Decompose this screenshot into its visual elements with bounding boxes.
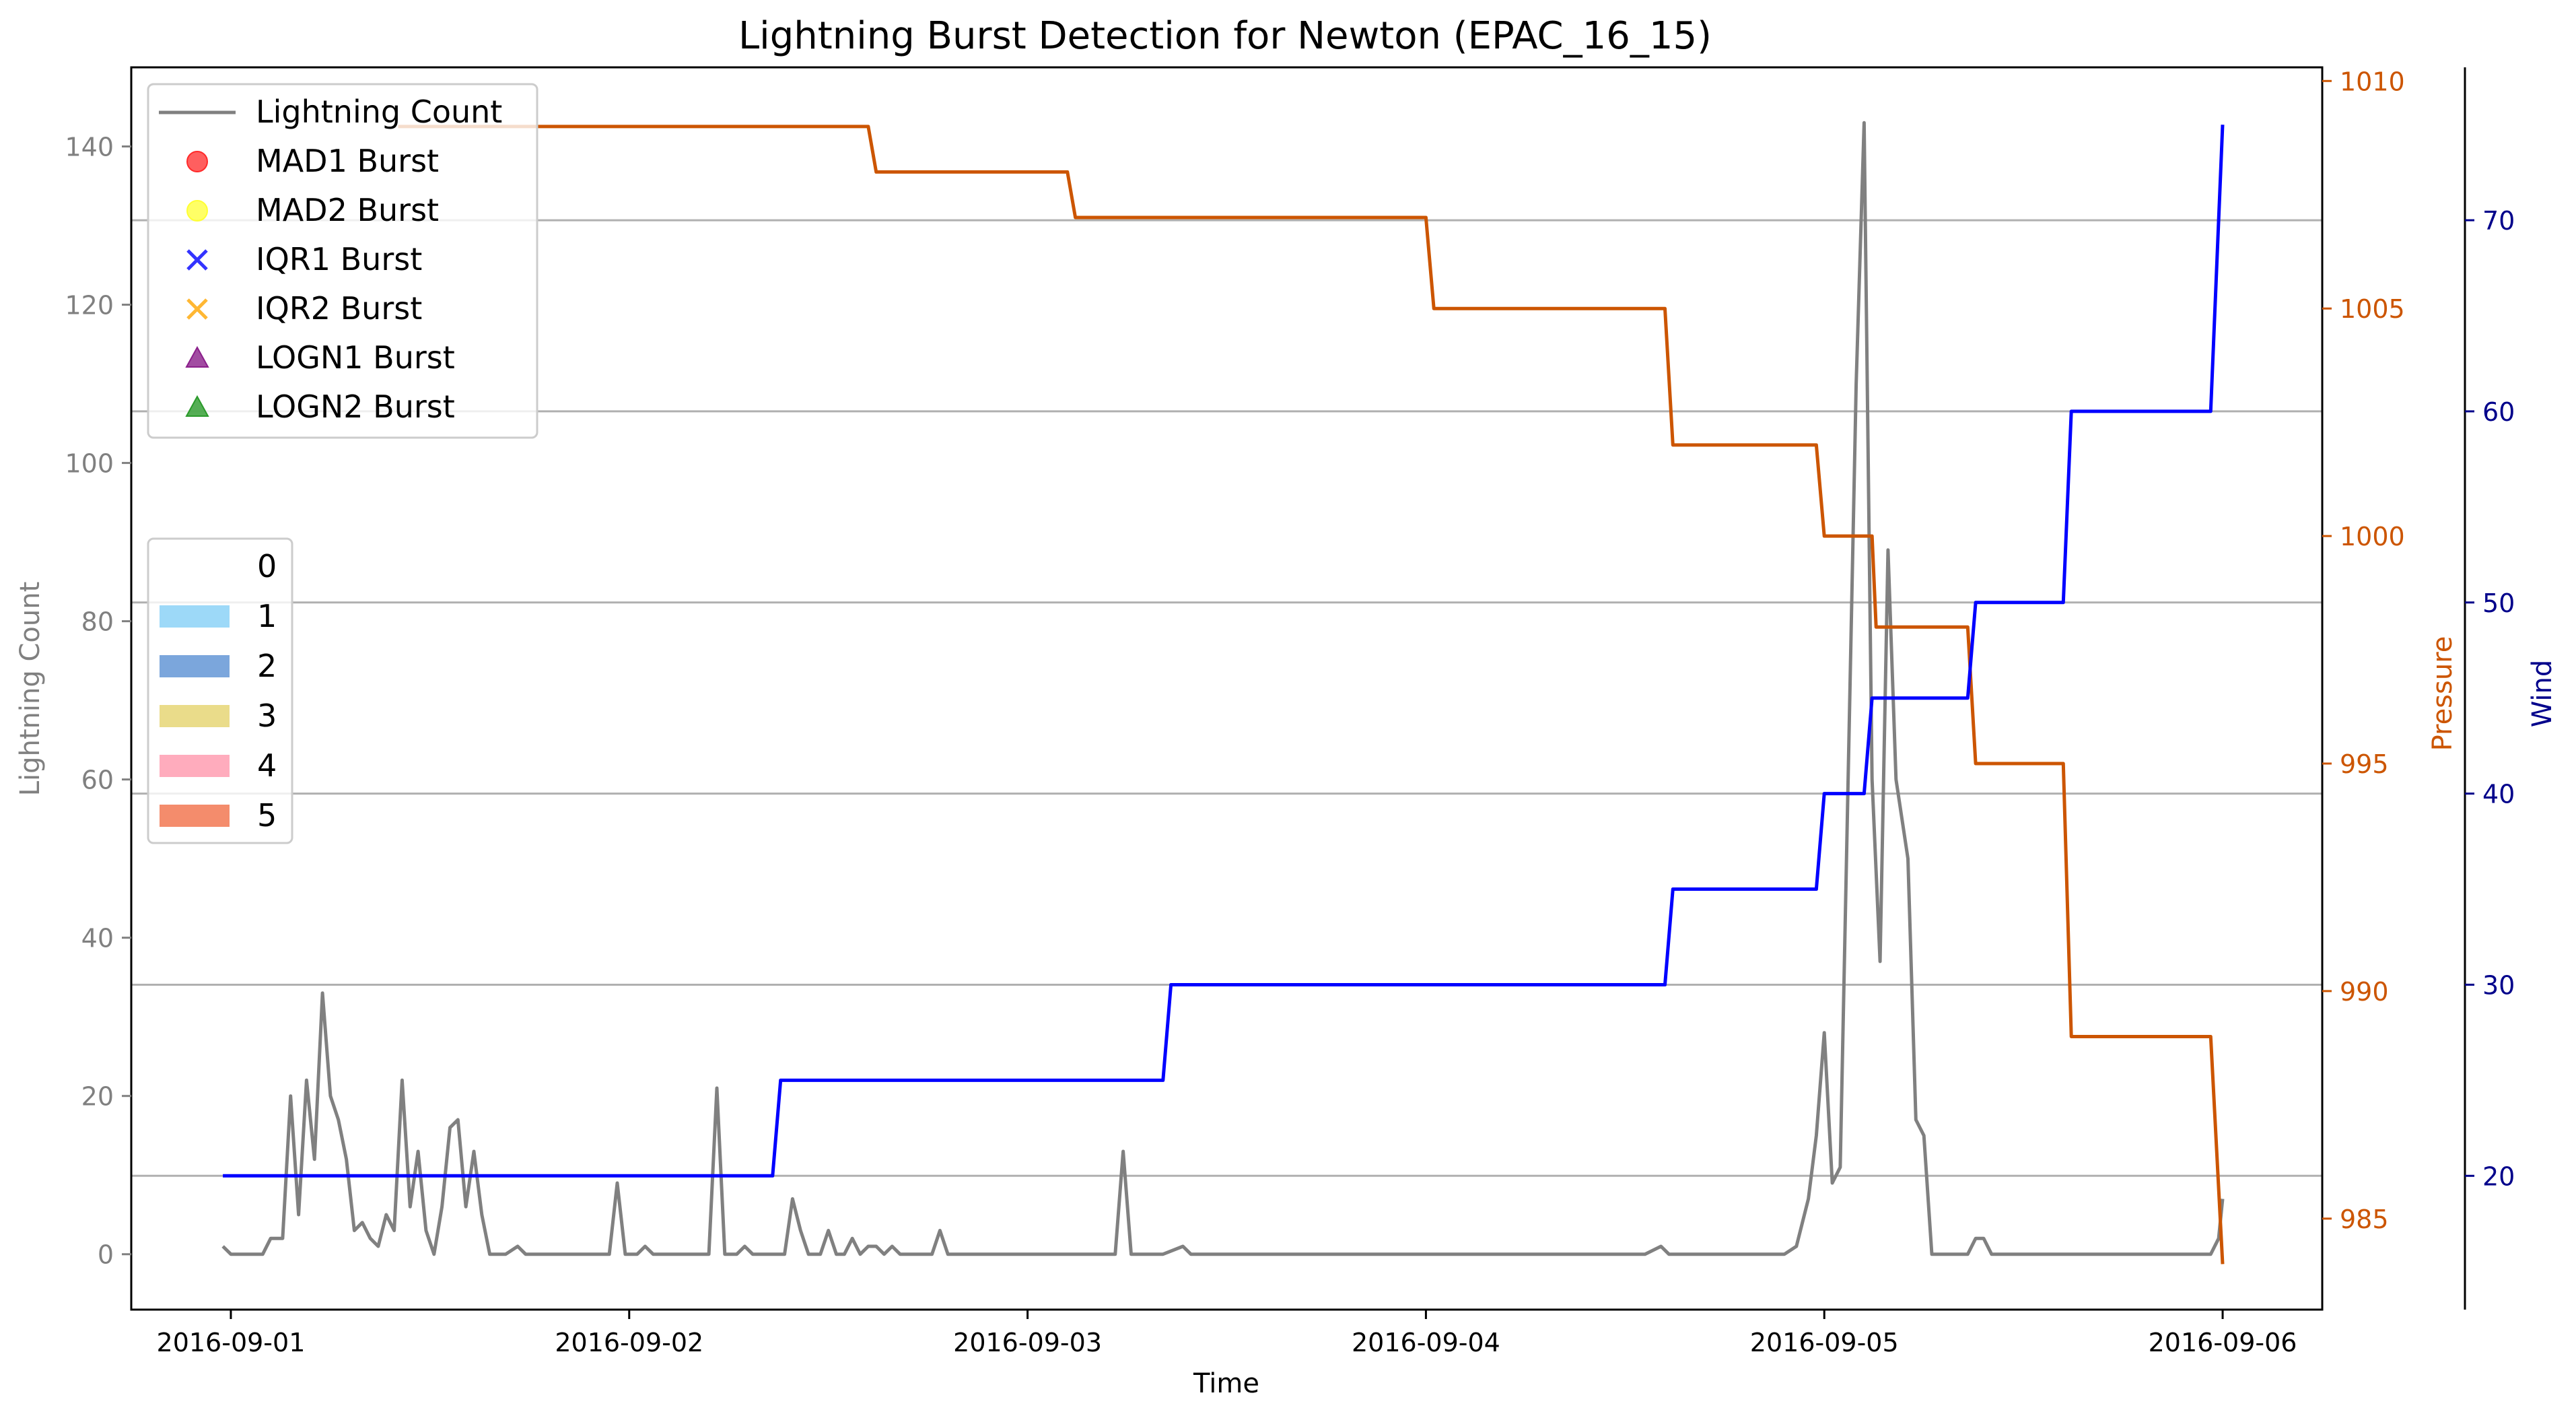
- y-left-tick-label: 120: [65, 291, 114, 321]
- y-pressure-tick-label: 985: [2340, 1205, 2389, 1234]
- y-left-tick-label: 20: [81, 1082, 114, 1112]
- x-axis: 2016-09-01 2016-09-02 2016-09-03 2016-09-04…: [157, 1310, 2297, 1357]
- legend-category-swatch: [160, 555, 230, 578]
- x-tick-label: 2016-09-01: [157, 1328, 306, 1357]
- legend-category-swatch: [160, 805, 230, 827]
- y-left-tick-label: 100: [65, 449, 114, 479]
- legend-burst-markers: Lightning Count MAD1 Burst MAD2 Burst IQR1 …: [147, 83, 538, 439]
- legend-label: 1: [257, 598, 277, 634]
- y-wind-tick-label: 60: [2482, 397, 2515, 427]
- y-left-tick-label: 40: [81, 924, 114, 953]
- series-line-pressure: [398, 125, 2225, 1265]
- y-pressure-tick-label: 990: [2340, 977, 2389, 1007]
- y-left-tick-label: 80: [81, 607, 114, 637]
- legend-category-swatch: [160, 605, 230, 628]
- x-tick-label: 2016-09-04: [1352, 1328, 1500, 1357]
- legend-triangle-marker: [185, 395, 209, 417]
- legend-x-marker: [186, 249, 208, 271]
- y-pressure-tick-label: 995: [2340, 749, 2389, 779]
- legend-x-marker: [186, 298, 208, 320]
- y-pressure-tick-label: 1010: [2340, 67, 2405, 96]
- legend-circle-marker: [186, 151, 208, 172]
- legend-label: MAD2 Burst: [256, 192, 439, 228]
- legend-categories: 0 1 2 3 4 5: [147, 537, 293, 844]
- legend-label: 3: [257, 698, 277, 734]
- legend-label: 2: [257, 648, 277, 684]
- y-axis-label-wind: Wind: [2527, 660, 2558, 728]
- y-left-tick-label: 60: [81, 766, 114, 795]
- series-line-wind: [223, 125, 2225, 1178]
- legend-label: 5: [257, 797, 277, 834]
- legend-label: MAD1 Burst: [256, 143, 439, 179]
- x-tick-label: 2016-09-03: [953, 1328, 1102, 1357]
- series-line-lightning-count: [221, 121, 2225, 1256]
- legend-label: LOGN1 Burst: [256, 339, 455, 376]
- legend-triangle-marker: [185, 345, 209, 368]
- y-left-tick-label: 140: [65, 133, 114, 162]
- legend-label: IQR1 Burst: [256, 241, 422, 277]
- series-layer: [221, 121, 2225, 1265]
- y-axis-lightning: 0 20 40 60 80 100 120 140: [65, 133, 131, 1270]
- legend-label: 0: [257, 548, 277, 584]
- legend-label: 4: [257, 747, 277, 784]
- y-wind-tick-label: 30: [2482, 970, 2515, 1000]
- y-wind-tick-label: 70: [2482, 206, 2515, 236]
- y-pressure-tick-label: 1005: [2340, 294, 2405, 324]
- plot-frame: [130, 66, 2324, 1311]
- legend-category-swatch: [160, 755, 230, 777]
- x-tick-label: 2016-09-05: [1750, 1328, 1899, 1357]
- legend-frame: [147, 83, 538, 439]
- y-wind-tick-label: 20: [2482, 1161, 2515, 1191]
- y-wind-tick-label: 50: [2482, 588, 2515, 618]
- legend-category-swatch: [160, 705, 230, 727]
- y-axis-label-lightning: Lightning Count: [15, 582, 46, 797]
- y-axis-label-pressure: Pressure: [2427, 636, 2458, 751]
- x-tick-label: 2016-09-06: [2149, 1328, 2297, 1357]
- chart-title: Lightning Burst Detection for Newton (EP…: [738, 14, 1712, 58]
- x-axis-label: Time: [1193, 1368, 1259, 1399]
- legend-label: IQR2 Burst: [256, 290, 422, 327]
- y-axis-pressure: 985 990 995 1000 1005 1010: [2322, 67, 2405, 1234]
- legend-label: Lightning Count: [256, 94, 502, 130]
- y-wind-tick-label: 40: [2482, 780, 2515, 809]
- legend-label: LOGN2 Burst: [256, 389, 455, 425]
- y-left-tick-label: 0: [98, 1240, 114, 1270]
- x-tick-label: 2016-09-02: [555, 1328, 703, 1357]
- legend-circle-marker: [186, 200, 208, 222]
- y-axis-wind: 20 30 40 50 60 70: [2464, 67, 2515, 1310]
- y-pressure-tick-label: 1000: [2340, 522, 2405, 551]
- legend-category-swatch: [160, 655, 230, 677]
